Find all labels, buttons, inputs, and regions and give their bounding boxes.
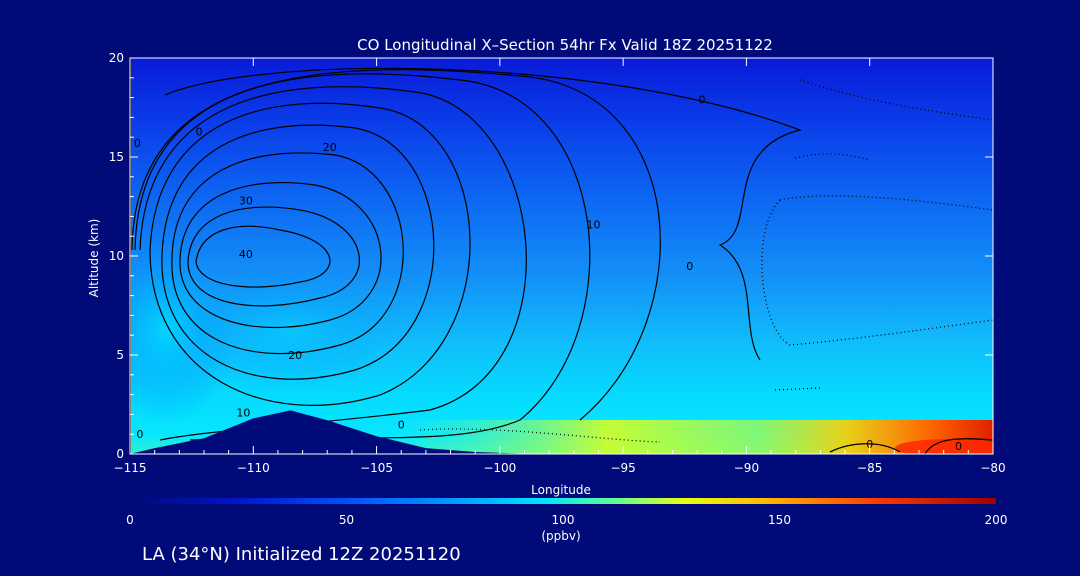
colorbar	[130, 498, 996, 504]
contour-label: 0	[955, 440, 962, 453]
contour-label: 20	[323, 141, 337, 154]
x-tick-label: −90	[734, 461, 759, 475]
contour-label: 0	[134, 137, 141, 150]
y-axis-label: Altitude (km)	[87, 219, 101, 298]
x-tick-label: −115	[114, 461, 147, 475]
y-tick-label: 15	[109, 150, 124, 164]
plot-area: 0 0 0 0 0 0 0 0 10 10 20 20 30 40	[130, 58, 993, 454]
chart-title: CO Longitudinal X–Section 54hr Fx Valid …	[357, 36, 773, 54]
colorbar-tick-label: 50	[339, 513, 354, 527]
contour-label: 30	[239, 195, 253, 208]
colorbar-tick-label: 100	[552, 513, 575, 527]
contour-labels: 0 0 0 0 0 0 0 0 10 10 20 20 30 40	[134, 94, 962, 453]
y-tick-label: 20	[109, 51, 124, 65]
colorbar-ticks: 0 50 100 150 200	[126, 513, 1007, 527]
co-plume-shading-aloft	[180, 270, 400, 390]
terrain-mask	[130, 410, 993, 454]
co-concentration-field	[130, 58, 993, 454]
contour-label: 20	[288, 349, 302, 362]
contour-label: 40	[239, 248, 253, 261]
x-tick-label: −100	[483, 461, 516, 475]
surface-contour-lines	[829, 438, 993, 454]
y-tick-label: 0	[116, 447, 124, 461]
y-axis: 0 5 10 15 20	[109, 51, 993, 461]
y-tick-label: 5	[116, 348, 124, 362]
contour-label: 0	[699, 94, 706, 107]
x-tick-label: −105	[360, 461, 393, 475]
x-tick-label: −110	[237, 461, 270, 475]
colorbar-tick-label: 200	[985, 513, 1008, 527]
run-info-footer: LA (34°N) Initialized 12Z 20251120	[142, 544, 461, 565]
x-tick-label: −85	[857, 461, 882, 475]
contour-label: 10	[236, 406, 250, 419]
contour-label: 0	[398, 418, 405, 431]
x-axis: −115 −110 −105 −100 −95 −90 −85 −80	[114, 58, 1006, 475]
colorbar-unit: (ppbv)	[541, 529, 580, 543]
contour-label: 0	[686, 260, 693, 273]
contour-label: 10	[587, 218, 601, 231]
x-tick-label: −95	[610, 461, 635, 475]
colorbar-tick-label: 0	[126, 513, 134, 527]
contour-label: 0	[136, 428, 143, 441]
colorbar-tick-label: 150	[768, 513, 791, 527]
contour-label: 0	[866, 438, 873, 451]
x-axis-label: Longitude	[531, 483, 591, 497]
x-tick-label: −80	[980, 461, 1005, 475]
negative-contour-lines	[419, 79, 993, 443]
contour-label: 0	[196, 125, 203, 138]
y-tick-label: 10	[109, 249, 124, 263]
